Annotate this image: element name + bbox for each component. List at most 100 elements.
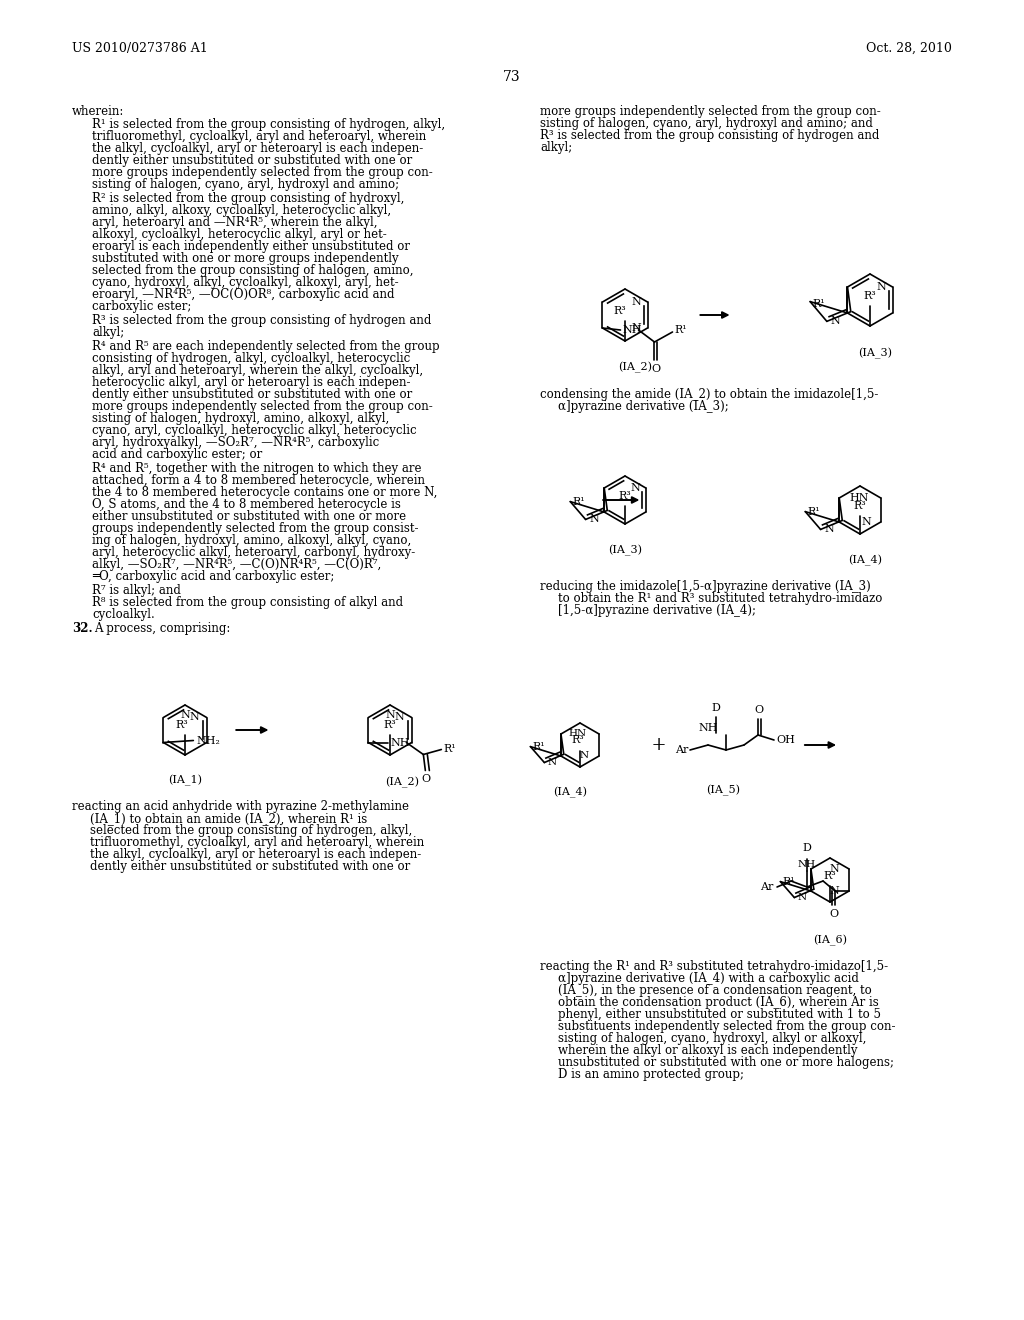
Text: N: N <box>829 865 839 874</box>
Text: N: N <box>548 758 556 767</box>
Text: obtain the condensation product (IA_6), wherein Ar is: obtain the condensation product (IA_6), … <box>558 997 879 1008</box>
Text: carboxylic ester;: carboxylic ester; <box>92 300 191 313</box>
Text: HN: HN <box>569 730 587 738</box>
Text: R³: R³ <box>854 502 866 511</box>
Text: unsubstituted or substituted with one or more halogens;: unsubstituted or substituted with one or… <box>558 1056 894 1069</box>
Text: O: O <box>651 364 660 374</box>
Text: (IA_1): (IA_1) <box>168 775 202 787</box>
Text: R⁷ is alkyl; and: R⁷ is alkyl; and <box>92 583 181 597</box>
Text: eroaryl, —NR⁴R⁵, —OC(O)OR⁸, carboxylic acid and: eroaryl, —NR⁴R⁵, —OC(O)OR⁸, carboxylic a… <box>92 288 394 301</box>
Text: N: N <box>631 483 641 492</box>
Text: NH: NH <box>623 325 642 335</box>
Text: R³: R³ <box>176 719 188 730</box>
Text: consisting of hydrogen, alkyl, cycloalkyl, heterocyclic: consisting of hydrogen, alkyl, cycloalky… <box>92 352 411 366</box>
Text: (IA_5), in the presence of a condensation reagent, to: (IA_5), in the presence of a condensatio… <box>558 983 871 997</box>
Text: N: N <box>829 886 839 896</box>
Text: cyano, hydroxyl, alkyl, cycloalkyl, alkoxyl, aryl, het-: cyano, hydroxyl, alkyl, cycloalkyl, alko… <box>92 276 398 289</box>
Text: HN: HN <box>849 492 868 503</box>
Text: N: N <box>877 282 887 292</box>
Text: α]pyrazine derivative (IA_4) with a carboxylic acid: α]pyrazine derivative (IA_4) with a carb… <box>558 972 859 985</box>
Text: alkyl;: alkyl; <box>540 141 572 154</box>
Text: alkyl;: alkyl; <box>92 326 124 339</box>
Text: the 4 to 8 membered heterocycle contains one or more N,: the 4 to 8 membered heterocycle contains… <box>92 486 437 499</box>
Text: NH₂: NH₂ <box>197 735 220 746</box>
Text: R³: R³ <box>571 735 585 744</box>
Text: NH: NH <box>698 723 718 733</box>
Text: N: N <box>580 751 589 760</box>
Text: N: N <box>861 517 870 527</box>
Text: substituted with one or more groups independently: substituted with one or more groups inde… <box>92 252 398 265</box>
Text: dently either unsubstituted or substituted with one or: dently either unsubstituted or substitut… <box>92 388 413 401</box>
Text: R¹: R¹ <box>782 876 795 887</box>
Text: selected from the group consisting of halogen, amino,: selected from the group consisting of ha… <box>92 264 414 277</box>
Text: Oct. 28, 2010: Oct. 28, 2010 <box>866 42 952 55</box>
Text: N: N <box>395 713 404 722</box>
Text: O: O <box>422 775 431 784</box>
Text: ing of halogen, hydroxyl, amino, alkoxyl, alkyl, cyano,: ing of halogen, hydroxyl, amino, alkoxyl… <box>92 535 412 546</box>
Text: the alkyl, cycloalkyl, aryl or heteroaryl is each indepen-: the alkyl, cycloalkyl, aryl or heteroary… <box>92 143 423 154</box>
Text: R¹: R¹ <box>807 507 820 516</box>
Text: sisting of halogen, hydroxyl, amino, alkoxyl, alkyl,: sisting of halogen, hydroxyl, amino, alk… <box>92 412 389 425</box>
Text: sisting of halogen, cyano, hydroxyl, alkyl or alkoxyl,: sisting of halogen, cyano, hydroxyl, alk… <box>558 1032 866 1045</box>
Text: aryl, hydroxyalkyl, —SO₂R⁷, —NR⁴R⁵, carboxylic: aryl, hydroxyalkyl, —SO₂R⁷, —NR⁴R⁵, carb… <box>92 436 379 449</box>
Text: R⁴ and R⁵ are each independently selected from the group: R⁴ and R⁵ are each independently selecte… <box>92 341 439 352</box>
Text: cycloalkyl.: cycloalkyl. <box>92 609 155 620</box>
Text: (IA_1) to obtain an amide (IA_2), wherein R¹ is: (IA_1) to obtain an amide (IA_2), wherei… <box>90 812 368 825</box>
Text: (IA_6): (IA_6) <box>813 935 847 946</box>
Text: heterocyclic alkyl, aryl or heteroaryl is each indepen-: heterocyclic alkyl, aryl or heteroaryl i… <box>92 376 411 389</box>
Text: more groups independently selected from the group con-: more groups independently selected from … <box>92 400 433 413</box>
Text: NH: NH <box>798 861 816 869</box>
Text: either unsubstituted or substituted with one or more: either unsubstituted or substituted with… <box>92 510 407 523</box>
Text: alkyl, aryl and heteroaryl, wherein the alkyl, cycloalkyl,: alkyl, aryl and heteroaryl, wherein the … <box>92 364 423 378</box>
Text: O: O <box>755 705 764 715</box>
Text: alkoxyl, cycloalkyl, heterocyclic alkyl, aryl or het-: alkoxyl, cycloalkyl, heterocyclic alkyl,… <box>92 228 387 242</box>
Text: D: D <box>803 843 811 853</box>
Text: R⁸ is selected from the group consisting of alkyl and: R⁸ is selected from the group consisting… <box>92 597 403 609</box>
Text: ═O, carboxylic acid and carboxylic ester;: ═O, carboxylic acid and carboxylic ester… <box>92 570 335 583</box>
Text: N: N <box>632 323 641 333</box>
Text: (IA_3): (IA_3) <box>858 348 892 359</box>
Text: R¹: R¹ <box>443 744 456 755</box>
Text: R³: R³ <box>613 306 627 315</box>
Text: reacting an acid anhydride with pyrazine 2-methylamine: reacting an acid anhydride with pyrazine… <box>72 800 409 813</box>
Text: N: N <box>824 524 835 535</box>
Text: dently either unsubstituted or substituted with one or: dently either unsubstituted or substitut… <box>92 154 413 168</box>
Text: N: N <box>632 297 641 308</box>
Text: more groups independently selected from the group con-: more groups independently selected from … <box>540 106 881 117</box>
Text: US 2010/0273786 A1: US 2010/0273786 A1 <box>72 42 208 55</box>
Text: D: D <box>712 704 721 713</box>
Text: R¹: R¹ <box>532 742 545 751</box>
Text: Ar: Ar <box>675 744 688 755</box>
Text: (IA_4): (IA_4) <box>553 787 587 799</box>
Text: the alkyl, cycloalkyl, aryl or heteroaryl is each indepen-: the alkyl, cycloalkyl, aryl or heteroary… <box>90 847 421 861</box>
Text: amino, alkyl, alkoxy, cycloalkyl, heterocyclic alkyl,: amino, alkyl, alkoxy, cycloalkyl, hetero… <box>92 205 391 216</box>
Text: N: N <box>180 710 189 719</box>
Text: cyano, aryl, cycloalkyl, heterocyclic alkyl, heterocyclic: cyano, aryl, cycloalkyl, heterocyclic al… <box>92 424 417 437</box>
Text: to obtain the R¹ and R³ substituted tetrahydro-imidazo: to obtain the R¹ and R³ substituted tetr… <box>558 591 883 605</box>
Text: condensing the amide (IA_2) to obtain the imidazole[1,5-: condensing the amide (IA_2) to obtain th… <box>540 388 879 401</box>
Text: NH: NH <box>390 738 410 747</box>
Text: 73: 73 <box>503 70 521 84</box>
Text: Ar: Ar <box>760 882 773 892</box>
Text: N: N <box>189 713 200 722</box>
Text: selected from the group consisting of hydrogen, alkyl,: selected from the group consisting of hy… <box>90 824 413 837</box>
Text: wherein:: wherein: <box>72 106 124 117</box>
Text: (IA_5): (IA_5) <box>706 785 740 796</box>
Text: R¹ is selected from the group consisting of hydrogen, alkyl,: R¹ is selected from the group consisting… <box>92 117 445 131</box>
Text: trifluoromethyl, cycloalkyl, aryl and heteroaryl, wherein: trifluoromethyl, cycloalkyl, aryl and he… <box>90 836 424 849</box>
Text: +: + <box>640 737 667 754</box>
Text: R³: R³ <box>863 290 877 301</box>
Text: R³ is selected from the group consisting of hydrogen and: R³ is selected from the group consisting… <box>92 314 431 327</box>
Text: R¹: R¹ <box>675 325 687 335</box>
Text: dently either unsubstituted or substituted with one or: dently either unsubstituted or substitut… <box>90 861 411 873</box>
Text: more groups independently selected from the group con-: more groups independently selected from … <box>92 166 433 180</box>
Text: alkyl, —SO₂R⁷, —NR⁴R⁵, —C(O)NR⁴R⁵, —C(O)R⁷,: alkyl, —SO₂R⁷, —NR⁴R⁵, —C(O)NR⁴R⁵, —C(O)… <box>92 558 381 572</box>
Text: O, S atoms, and the 4 to 8 membered heterocycle is: O, S atoms, and the 4 to 8 membered hete… <box>92 498 400 511</box>
Text: trifluoromethyl, cycloalkyl, aryl and heteroaryl, wherein: trifluoromethyl, cycloalkyl, aryl and he… <box>92 129 426 143</box>
Text: (IA_2): (IA_2) <box>618 362 652 374</box>
Text: (IA_3): (IA_3) <box>608 545 642 556</box>
Text: reducing the imidazole[1,5-α]pyrazine derivative (IA_3): reducing the imidazole[1,5-α]pyrazine de… <box>540 579 870 593</box>
Text: (IA_4): (IA_4) <box>848 554 882 566</box>
Text: aryl, heterocyclic alkyl, heteroaryl, carbonyl, hydroxy-: aryl, heterocyclic alkyl, heteroaryl, ca… <box>92 546 416 558</box>
Text: O: O <box>829 909 839 919</box>
